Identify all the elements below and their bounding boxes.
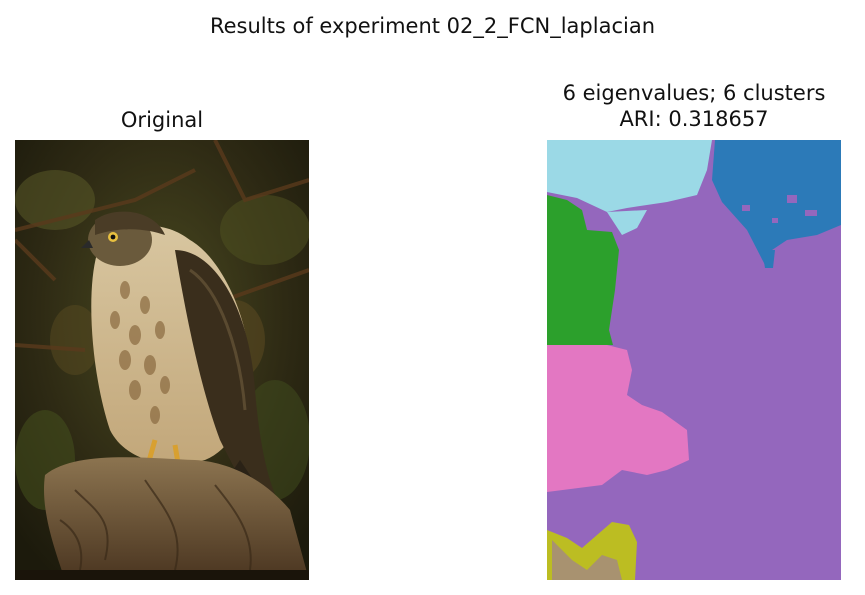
- segmentation-panel-title: 6 eigenvalues; 6 clusters ARI: 0.318657: [536, 80, 852, 132]
- hawk-photo: [15, 140, 309, 580]
- blue-region-speckles: [742, 195, 817, 223]
- original-panel-title: Original: [120, 108, 204, 132]
- stump-texture: [59, 479, 252, 571]
- segmentation-map: [547, 140, 841, 580]
- cluster-map: [547, 140, 841, 580]
- figure-suptitle: Results of experiment 02_2_FCN_laplacian: [209, 14, 656, 38]
- background-branches: [15, 140, 309, 352]
- tree-stump: [44, 457, 309, 580]
- cluster-region-pink: [547, 345, 689, 492]
- original-image: [15, 140, 309, 580]
- cluster-region-light-blue: [547, 140, 712, 212]
- segmentation-title-line1: 6 eigenvalues; 6 clusters: [562, 81, 826, 105]
- photo-bottom-shadow: [15, 570, 309, 580]
- cluster-region-green: [547, 195, 619, 345]
- cluster-region-blue: [712, 140, 841, 265]
- segmentation-title-line2: ARI: 0.318657: [619, 107, 769, 131]
